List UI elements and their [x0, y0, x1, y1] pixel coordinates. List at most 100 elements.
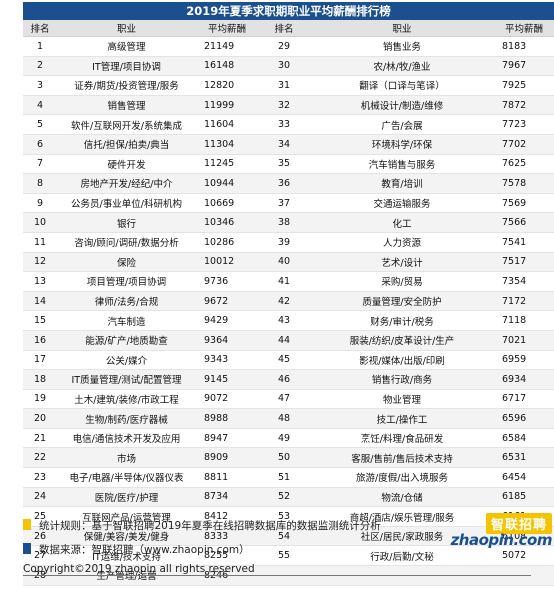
- right-salary-cell: 6959: [494, 350, 554, 371]
- left-job-cell: 销售管理: [57, 95, 196, 116]
- right-salary-cell: 6584: [494, 428, 554, 449]
- left-job-cell: 土木/建筑/装修/市政工程: [57, 389, 196, 410]
- table-row: 1 高级管理 21149 29 销售业务 8183: [23, 36, 554, 57]
- left-salary-cell: 8734: [196, 487, 258, 508]
- right-salary-cell: 7702: [494, 134, 554, 155]
- right-salary-cell: 7541: [494, 232, 554, 253]
- left-job-cell: 信托/担保/拍卖/典当: [57, 134, 196, 155]
- left-rank-cell: 18: [23, 369, 57, 390]
- left-job-cell: 电信/通信技术开发及应用: [57, 428, 196, 449]
- copyright-text: Copyright©2019 zhaopin all rights reserv…: [23, 563, 255, 575]
- left-rank-cell: 10: [23, 212, 57, 233]
- left-salary-cell: 9364: [196, 330, 258, 351]
- left-rank-cell: 22: [23, 447, 57, 469]
- right-rank-cell: 54: [258, 526, 310, 547]
- right-job-cell: 环境科学/环保: [310, 134, 494, 155]
- left-job-cell: 保险: [57, 252, 196, 273]
- left-rank-cell: 9: [23, 193, 57, 214]
- right-salary-cell: 8183: [494, 36, 554, 57]
- right-job-cell: 质量管理/安全防护: [310, 291, 494, 312]
- left-salary-cell: 8909: [196, 447, 258, 469]
- right-salary-cell: 7925: [494, 75, 554, 96]
- table-row: 2 IT管理/项目协调 16148 30 农/林/牧/渔业 7967: [23, 56, 554, 77]
- right-rank-cell: 33: [258, 114, 310, 135]
- left-job-cell: 软件/互联网开发/系统集成: [57, 114, 196, 135]
- left-rank-cell: 24: [23, 487, 57, 508]
- left-salary-cell: 9072: [196, 389, 258, 410]
- right-job-cell: 化工: [310, 212, 494, 233]
- left-salary-cell: 9672: [196, 291, 258, 312]
- right-job-cell: 旅游/度假/出入境服务: [310, 467, 494, 488]
- table-row: 27 IT运维/技术支持 8255 55 行政/后勤/文秘 5072: [23, 545, 554, 567]
- right-salary-cell: 6596: [494, 408, 554, 429]
- right-rank-cell: 41: [258, 271, 310, 292]
- left-job-cell: 生物/制药/医疗器械: [57, 408, 196, 429]
- table-row: 5 软件/互联网开发/系统集成 11604 33 广告/会展 7723: [23, 114, 554, 135]
- table-row: 3 证券/期货/投资管理/服务 12820 31 翻译（口译与笔译） 7925: [23, 75, 554, 96]
- right-rank-cell: 49: [258, 428, 310, 449]
- table-row: 8 房地产开发/经纪/中介 10944 36 教育/培训 7578: [23, 173, 554, 194]
- header-rank-right: 排名: [258, 20, 310, 37]
- right-rank-cell: 51: [258, 467, 310, 488]
- right-job-cell: 物业管理: [310, 389, 494, 410]
- statistics-rule-note: 统计规则：基于智联招聘2019年夏季在线招聘数据库的数据监测统计分析: [23, 518, 381, 533]
- right-rank-cell: 37: [258, 193, 310, 214]
- right-job-cell: 商超/酒店/娱乐管理/服务: [310, 506, 494, 527]
- right-salary-cell: 6185: [494, 487, 554, 508]
- right-job-cell: 翻译（口译与笔译）: [310, 75, 494, 96]
- right-job-cell: 人力资源: [310, 232, 494, 253]
- left-rank-cell: 7: [23, 154, 57, 175]
- left-salary-cell: 8988: [196, 408, 258, 429]
- left-salary-cell: 8947: [196, 428, 258, 449]
- table-row: 13 项目管理/项目协调 9736 41 采购/贸易 7354: [23, 271, 554, 292]
- table-title: 2019年夏季求职期职业平均薪酬排行榜: [23, 2, 554, 20]
- right-salary-cell: 6531: [494, 447, 554, 469]
- right-rank-cell: 42: [258, 291, 310, 312]
- right-rank-cell: 50: [258, 447, 310, 469]
- table-row: 11 咨询/顾问/调研/数据分析 10286 39 人力资源 7541: [23, 232, 554, 253]
- left-rank-cell: 2: [23, 56, 57, 77]
- left-salary-cell: 9429: [196, 310, 258, 331]
- right-salary-cell: 7566: [494, 212, 554, 233]
- right-job-cell: 行政/后勤/文秘: [310, 545, 494, 567]
- left-salary-cell: 11304: [196, 134, 258, 155]
- data-source-text: 数据来源：智联招聘（www.zhaopin.com）: [39, 544, 250, 556]
- right-rank-cell: 48: [258, 408, 310, 429]
- right-salary-cell: 7569: [494, 193, 554, 214]
- left-rank-cell: 6: [23, 134, 57, 155]
- left-salary-cell: 9343: [196, 350, 258, 371]
- right-rank-cell: 31: [258, 75, 310, 96]
- left-salary-cell: 21149: [196, 36, 258, 57]
- left-salary-cell: 10286: [196, 232, 258, 253]
- right-rank-cell: 38: [258, 212, 310, 233]
- table-row: 10 银行 10346 38 化工 7566: [23, 212, 554, 233]
- header-rank-left: 排名: [23, 20, 57, 37]
- table-row: 21 电信/通信技术开发及应用 8947 49 烹饪/料理/食品研发 6584: [23, 428, 554, 449]
- right-job-cell: 机械设计/制造/维修: [310, 95, 494, 116]
- right-salary-cell: 7625: [494, 154, 554, 175]
- right-salary-cell: 7021: [494, 330, 554, 351]
- left-salary-cell: 8255: [196, 545, 258, 567]
- right-job-cell: 汽车销售与服务: [310, 154, 494, 175]
- left-job-cell: 硬件开发: [57, 154, 196, 175]
- right-salary-cell: 7872: [494, 95, 554, 116]
- logo-cn-text: 智联招聘: [485, 513, 552, 534]
- left-job-cell: 公关/媒介: [57, 350, 196, 371]
- left-salary-cell: 8412: [196, 506, 258, 527]
- statistics-rule-text: 统计规则：基于智联招聘2019年夏季在线招聘数据库的数据监测统计分析: [39, 520, 381, 532]
- left-salary-cell: 10346: [196, 212, 258, 233]
- left-rank-cell: 1: [23, 36, 57, 57]
- right-job-cell: 技工/操作工: [310, 408, 494, 429]
- right-rank-cell: 32: [258, 95, 310, 116]
- header-salary-right: 平均薪酬: [494, 20, 554, 37]
- right-rank-cell: 43: [258, 310, 310, 331]
- right-job-cell: 服装/纺织/皮革设计/生产: [310, 330, 494, 351]
- right-job-cell: 农/林/牧/渔业: [310, 56, 494, 77]
- right-salary-cell: 7354: [494, 271, 554, 292]
- table-row: 7 硬件开发 11245 35 汽车销售与服务 7625: [23, 154, 554, 175]
- right-salary-cell: 6454: [494, 467, 554, 488]
- right-job-cell: 财务/审计/税务: [310, 310, 494, 331]
- table-row: 17 公关/媒介 9343 45 影视/媒体/出版/印刷 6959: [23, 350, 554, 371]
- left-rank-cell: 27: [23, 545, 57, 567]
- table-row: 18 IT质量管理/测试/配置管理 9145 46 销售行政/商务 6934: [23, 369, 554, 390]
